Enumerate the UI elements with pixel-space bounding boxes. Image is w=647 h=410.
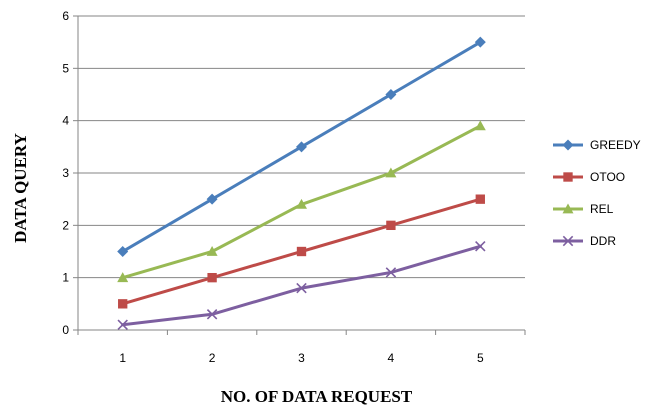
x-tick-label: 5 — [477, 351, 484, 365]
data-point — [474, 120, 486, 131]
data-point — [386, 220, 396, 231]
data-point — [385, 89, 397, 100]
data-point — [385, 167, 397, 178]
legend-label: OTOO — [590, 170, 625, 184]
y-tick-label: 3 — [62, 166, 69, 180]
data-point — [296, 141, 307, 153]
data-point — [207, 272, 217, 283]
x-axis-title: NO. OF DATA REQUEST — [221, 387, 413, 406]
data-point — [385, 267, 397, 278]
data-point — [118, 299, 128, 309]
x-tick-label: 4 — [388, 351, 395, 365]
data-point — [562, 235, 574, 247]
data-point — [562, 203, 574, 214]
legend-label: GREEDY — [590, 138, 641, 152]
y-axis-title: DATA QUERY — [11, 133, 30, 243]
data-point — [475, 241, 486, 252]
series-ddr — [117, 241, 486, 331]
data-point — [206, 309, 218, 320]
data-point — [562, 139, 574, 151]
x-tick-label: 2 — [209, 351, 216, 365]
y-tick-label: 1 — [62, 271, 69, 285]
y-tick-labels: 0 1 2 3 4 5 6 — [62, 9, 78, 337]
legend-item-ddr: DDR — [553, 234, 616, 248]
series-otoo — [118, 194, 485, 309]
data-point — [474, 36, 486, 48]
series — [117, 36, 486, 331]
y-tick-label: 5 — [62, 61, 69, 75]
data-point — [117, 319, 128, 331]
gridlines — [78, 15, 525, 279]
legend: GREEDY OTOO REL DDR — [553, 138, 641, 248]
y-tick-label: 6 — [62, 9, 69, 23]
legend-item-otoo: OTOO — [553, 170, 625, 184]
legend-label: REL — [590, 202, 614, 216]
y-tick-label: 0 — [62, 323, 69, 337]
legend-item-rel: REL — [553, 202, 614, 216]
data-point — [296, 246, 307, 257]
series-line — [121, 244, 482, 327]
data-point — [563, 172, 573, 182]
data-point — [475, 194, 485, 204]
legend-label: DDR — [590, 234, 616, 248]
data-point — [117, 246, 129, 257]
legend-item-greedy: GREEDY — [553, 138, 641, 152]
x-tick-label: 3 — [298, 351, 305, 365]
data-point — [206, 193, 218, 205]
data-point — [206, 246, 218, 256]
data-point — [117, 272, 129, 283]
series-rel — [117, 120, 486, 283]
series-greedy — [117, 36, 486, 257]
y-tick-label: 4 — [62, 114, 69, 128]
data-point — [296, 198, 307, 209]
x-tick-label: 1 — [119, 351, 126, 365]
y-tick-label: 2 — [62, 218, 69, 232]
x-tick-labels: 1 2 3 4 5 — [77, 330, 526, 365]
data-point — [296, 282, 307, 294]
